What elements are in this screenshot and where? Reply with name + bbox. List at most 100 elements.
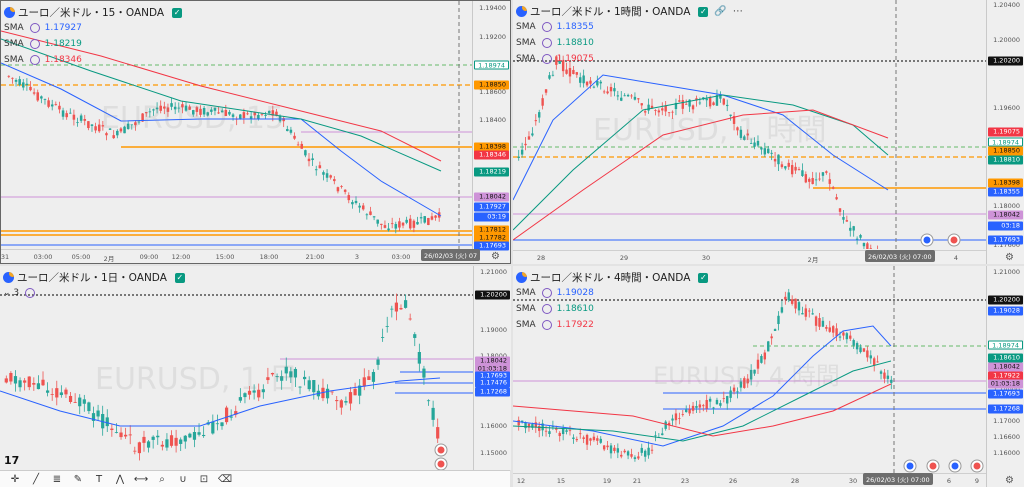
candle: [87, 402, 91, 412]
candle: [353, 388, 357, 396]
price-axis[interactable]: 1.204001.200001.196001.192001.180001.176…: [986, 0, 1024, 264]
candles-1h[interactable]: [513, 0, 986, 249]
candle: [97, 124, 101, 132]
zoom-icon[interactable]: ⌕: [159, 473, 165, 485]
candle: [220, 422, 224, 427]
price-label: 1.20200: [475, 290, 510, 300]
price-axis[interactable]: 1.21000 1.19000 1.18000 1.16000 1.15000 1.202…: [473, 266, 511, 470]
chart-pane-1h[interactable]: EURUSD, 1 時間 ユーロ／米ドル・1時間・OANDA ✓ 🔗 ⋯ SMA 1.1…: [513, 0, 1024, 264]
candles-4h[interactable]: [513, 266, 986, 473]
price-tick: 1.16600: [993, 433, 1020, 441]
settings-icon[interactable]: ⚙: [1005, 475, 1014, 486]
sma-legend-1[interactable]: SMA 1.17927: [4, 21, 82, 34]
candle: [329, 175, 332, 178]
visibility-icon[interactable]: [25, 287, 36, 298]
candle: [804, 308, 808, 317]
event-flag-icon[interactable]: [437, 460, 445, 468]
candle: [637, 456, 640, 459]
candle: [344, 401, 348, 403]
chart-pane-4h[interactable]: EURUSD, 4 時間 ユーロ／米ドル・4時間・OANDA ✓ SMA 1.190…: [513, 266, 1024, 487]
symbol-title: ユーロ／米ドル・15・OANDA: [18, 7, 165, 19]
candle: [105, 417, 109, 427]
candles-15m[interactable]: [1, 1, 474, 250]
candle: [381, 337, 385, 338]
text-icon[interactable]: T: [95, 473, 103, 485]
visibility-icon[interactable]: [29, 54, 40, 65]
symbol-header[interactable]: ユーロ／米ドル・1日・OANDA ✓: [3, 270, 185, 285]
magnet-icon[interactable]: ∪: [179, 473, 187, 485]
candle: [217, 112, 220, 114]
more-icon[interactable]: ⋯: [732, 6, 743, 17]
candle: [835, 197, 838, 200]
sma-line: [1, 30, 442, 162]
visibility-icon[interactable]: [541, 37, 552, 48]
sma-legend-1[interactable]: SMA 1.18355: [516, 20, 594, 33]
visibility-icon[interactable]: [541, 21, 552, 32]
time-axis[interactable]: 31 03:00 05:00 2月 09:00 12:00 15:00 18:00 21:00 3…: [1, 249, 474, 263]
link-icon[interactable]: 🔗: [714, 6, 727, 17]
candle: [126, 123, 130, 130]
price-axis[interactable]: 1.194001.192001.186001.184001.178001.176…: [472, 1, 510, 263]
ruler-icon[interactable]: ⟷: [133, 473, 149, 485]
candle: [589, 80, 592, 84]
sma-legend-2[interactable]: SMA 1.18610: [516, 302, 594, 315]
settings-icon[interactable]: ⚙: [491, 251, 500, 262]
candles-1d[interactable]: [0, 266, 473, 470]
chart-pane-15m[interactable]: EURUSD, 15 ユーロ／米ドル・15・OANDA ✓ SMA 1.17927 …: [0, 0, 511, 264]
candle: [401, 222, 405, 226]
price-label: 03:18: [988, 221, 1023, 231]
candle: [664, 105, 667, 112]
sma-legend-2[interactable]: SMA 1.18810: [516, 36, 594, 49]
visibility-icon[interactable]: [541, 303, 552, 314]
date-badge: 26/02/03 (火) 07: [421, 249, 481, 261]
candle: [852, 340, 855, 346]
sma-legend-3[interactable]: SMA 1.19075: [516, 52, 594, 65]
candle: [548, 75, 551, 79]
settings-icon[interactable]: ⚙: [1005, 252, 1014, 263]
visibility-icon[interactable]: [541, 319, 552, 330]
price-axis[interactable]: 1.210001.204001.180001.170001.166001.160…: [986, 266, 1024, 487]
visibility-icon[interactable]: [541, 287, 552, 298]
indicators-collapsed[interactable]: ⌄ 3: [3, 286, 40, 299]
event-flag-icon[interactable]: [923, 236, 931, 244]
event-flag-icon[interactable]: [973, 462, 981, 470]
symbol-header[interactable]: ユーロ／米ドル・1時間・OANDA ✓ 🔗 ⋯: [516, 4, 743, 19]
visibility-icon[interactable]: [541, 53, 552, 64]
chart-pane-1d[interactable]: EURUSD, 1 日 ユーロ／米ドル・1日・OANDA ✓ ⌄ 3 1.2100…: [0, 266, 511, 470]
sma-legend-1[interactable]: SMA 1.19028: [516, 286, 594, 299]
candle: [270, 373, 275, 375]
candle: [558, 60, 561, 64]
candle: [188, 433, 192, 438]
pattern-icon[interactable]: ⋀: [115, 473, 125, 485]
visibility-icon[interactable]: [29, 22, 40, 33]
candle: [695, 98, 698, 101]
sma-legend-3[interactable]: SMA 1.17922: [516, 318, 594, 331]
candle: [749, 369, 753, 380]
sma-legend-3[interactable]: SMA 1.18346: [4, 53, 82, 66]
symbol-header[interactable]: ユーロ／米ドル・15・OANDA ✓: [4, 5, 183, 20]
candle: [18, 380, 22, 388]
event-flag-icon[interactable]: [950, 236, 958, 244]
lock-icon[interactable]: ⊡: [199, 473, 209, 485]
event-flag-icon[interactable]: [437, 446, 445, 454]
crosshair-icon[interactable]: ✛: [10, 473, 20, 485]
symbol-header[interactable]: ユーロ／米ドル・4時間・OANDA ✓: [516, 270, 709, 285]
candle: [561, 428, 565, 435]
candle: [674, 413, 678, 421]
event-flag-icon[interactable]: [929, 462, 937, 470]
candle: [257, 389, 261, 398]
event-flag-icon[interactable]: [951, 462, 959, 470]
event-flag-icon[interactable]: [906, 462, 914, 470]
fib-icon[interactable]: ≣: [52, 473, 62, 485]
sma-label: SMA: [516, 53, 536, 64]
candle: [842, 332, 845, 336]
candle: [101, 125, 105, 127]
visibility-icon[interactable]: [29, 38, 40, 49]
sma-legend-2[interactable]: SMA 1.18219: [4, 37, 82, 50]
trash-icon[interactable]: ⌫: [217, 473, 233, 485]
trendline-icon[interactable]: ╱: [32, 473, 40, 485]
candle: [387, 228, 390, 231]
brush-icon[interactable]: ✎: [73, 473, 83, 485]
sma-value: 1.17922: [556, 319, 594, 330]
collapse-chevron-icon[interactable]: ⌄: [3, 287, 11, 298]
